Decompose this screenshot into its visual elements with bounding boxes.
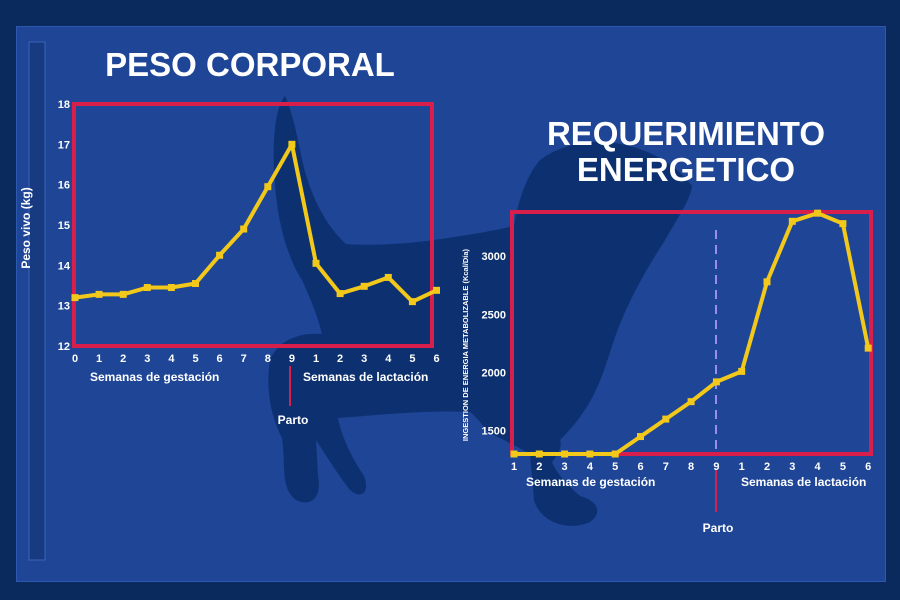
- chart1-x-tick-label: 3: [361, 353, 367, 365]
- chart1-x-tick-label: 7: [241, 353, 247, 365]
- chart1-data-point: [192, 279, 199, 287]
- chart1-data-point: [360, 282, 368, 290]
- chart1-x-tick-label: 1: [96, 353, 102, 365]
- chart2-parto-label: Parto: [703, 521, 734, 535]
- chart2-data-point: [788, 217, 796, 225]
- chart2-x-tick-label: 2: [764, 461, 770, 473]
- chart1-y-tick-label: 17: [58, 139, 70, 151]
- chart1-x-tick-label: 4: [168, 353, 175, 365]
- chart1-frame: [72, 102, 434, 348]
- chart1-x-tick-label: 3: [144, 353, 150, 365]
- chart1-y-tick-label: 12: [58, 341, 70, 353]
- chart1-x-tick-label: 2: [120, 353, 126, 365]
- chart2-x-tick-label: 5: [840, 461, 846, 473]
- chart2-x-tick-label: 9: [713, 461, 719, 473]
- title-peso-corporal: PESO CORPORAL: [105, 46, 395, 83]
- chart2-data-point: [839, 220, 847, 228]
- chart2-xlabel-gestacion: Semanas de gestación: [526, 475, 655, 489]
- chart2-x-tick-label: 1: [739, 461, 745, 473]
- chart2-data-point: [712, 378, 720, 386]
- chart2-data-point: [814, 209, 822, 217]
- chart1-xlabel-lactacion: Semanas de lactación: [303, 370, 428, 384]
- chart2-y-tick-label: 2000: [482, 368, 506, 380]
- chart2-y-tick-label: 1500: [482, 426, 506, 438]
- chart1-y-tick-label: 13: [58, 301, 70, 313]
- chart2-data-point: [763, 278, 771, 286]
- chart2-data-point: [561, 450, 569, 458]
- chart2-y-tick-label: 3000: [482, 251, 506, 263]
- chart2-x-tick-label: 2: [536, 461, 542, 473]
- chart2-data-point: [738, 367, 746, 375]
- chart1-data-point: [433, 286, 440, 294]
- title-energetico: ENERGETICO: [577, 151, 795, 188]
- chart1-x-tick-label: 0: [72, 353, 78, 365]
- chart1-data-point: [312, 259, 320, 267]
- chart1-y-axis-label: Peso vivo (kg): [19, 187, 33, 268]
- chart2-x-tick-label: 4: [587, 461, 594, 473]
- chart1-data-point: [119, 290, 127, 298]
- title-requerimiento: REQUERIMIENTO: [547, 115, 825, 152]
- dog-silhouette: [268, 96, 692, 526]
- chart1-xlabel-gestacion: Semanas de gestación: [90, 370, 219, 384]
- chart1-x-tick-label: 6: [217, 353, 223, 365]
- chart1-y-tick-label: 14: [58, 260, 71, 272]
- chart2-x-tick-label: 7: [663, 461, 669, 473]
- chart2-data-point: [662, 415, 670, 423]
- chart1-x-tick-label: 5: [409, 353, 415, 365]
- chart1-data-point: [408, 298, 416, 306]
- chart1-data-point: [216, 251, 224, 259]
- chart2-x-tick-label: 6: [637, 461, 643, 473]
- chart1-y-tick-label: 16: [58, 180, 70, 192]
- chart2-x-tick-label: 6: [865, 461, 871, 473]
- chart1-data-point: [71, 294, 79, 302]
- chart2-data-point: [864, 344, 872, 352]
- chart2-data-point: [687, 398, 695, 406]
- chart2-y-tick-label: 2500: [482, 309, 506, 321]
- chart1-data-point: [384, 273, 392, 281]
- chart1-data-point: [167, 284, 175, 292]
- chart2-data-point: [535, 450, 543, 458]
- chart1-parto-label: Parto: [278, 413, 309, 427]
- chart1-data-point: [264, 183, 272, 191]
- chart1-data-point: [336, 290, 344, 298]
- chart2-x-tick-label: 3: [562, 461, 568, 473]
- chart1-y-tick-label: 18: [58, 99, 70, 111]
- chart2-data-point: [611, 450, 619, 458]
- chart2-x-tick-label: 3: [789, 461, 795, 473]
- chart1-y-tick-label: 15: [58, 220, 70, 232]
- chart2-y-axis-label: INGESTION DE ENERGIA METABOLIZABLE (Kcal…: [461, 248, 470, 441]
- chart1-x-tick-label: 6: [433, 353, 439, 365]
- chart1-x-tick-label: 9: [289, 353, 295, 365]
- chart2-xlabel-lactacion: Semanas de lactación: [741, 475, 866, 489]
- chart2-data-point: [637, 433, 644, 441]
- chart1-data-point: [95, 290, 103, 298]
- chart1-data-point: [288, 140, 296, 148]
- chart2-data-point: [510, 450, 518, 458]
- chart1-x-tick-label: 2: [337, 353, 343, 365]
- chart1-x-tick-label: 8: [265, 353, 271, 365]
- chart2-data-point: [586, 450, 594, 458]
- chart2-x-tick-label: 5: [612, 461, 618, 473]
- chart1-x-tick-label: 4: [385, 353, 392, 365]
- chart2-x-tick-label: 8: [688, 461, 694, 473]
- chart1-x-tick-label: 1: [313, 353, 319, 365]
- left-decor-bar: [28, 41, 46, 561]
- chart1-data-point: [143, 284, 151, 292]
- chart1-data-point: [240, 225, 248, 233]
- chart2-x-tick-label: 4: [815, 461, 822, 473]
- chart-requerimiento-energetico: 1500 2000 2500 3000 1 2 3 4 5 6 7 8 9 1 2 3 4 5 6 INGESTI…: [461, 209, 873, 535]
- chart1-series-line: [74, 142, 438, 304]
- chart2-frame: [510, 210, 873, 456]
- chart1-x-tick-label: 5: [192, 353, 198, 365]
- chart2-x-tick-label: 1: [511, 461, 517, 473]
